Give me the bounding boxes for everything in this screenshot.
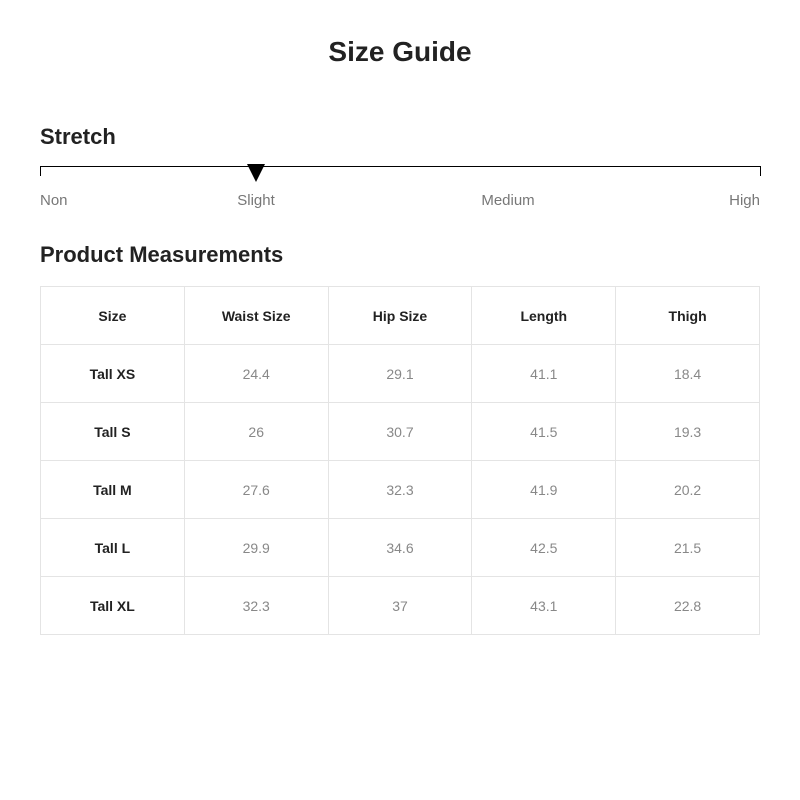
size-guide-page: Size Guide Stretch Non Slight Medium High P…: [0, 0, 800, 635]
stretch-heading: Stretch: [40, 124, 760, 150]
table-cell: 22.8: [616, 577, 760, 635]
slider-label: High: [729, 192, 760, 209]
table-cell: 30.7: [328, 403, 472, 461]
table-cell: 20.2: [616, 461, 760, 519]
table-cell: 41.1: [472, 345, 616, 403]
table-column-header: Size: [41, 287, 185, 345]
slider-pointer-icon: [247, 164, 265, 182]
slider-tick: [760, 166, 761, 176]
slider-label: Non: [40, 192, 68, 209]
table-row: Tall XS24.429.141.118.4: [41, 345, 760, 403]
slider-label: Medium: [481, 192, 534, 209]
table-row-header: Tall S: [41, 403, 185, 461]
table-body: Tall XS24.429.141.118.4Tall S2630.741.51…: [41, 345, 760, 635]
table-cell: 37: [328, 577, 472, 635]
slider-label: Slight: [237, 192, 275, 209]
table-cell: 18.4: [616, 345, 760, 403]
table-row-header: Tall L: [41, 519, 185, 577]
table-row-header: Tall XS: [41, 345, 185, 403]
table-row: Tall L29.934.642.521.5: [41, 519, 760, 577]
stretch-slider-track: [40, 166, 760, 186]
table-cell: 43.1: [472, 577, 616, 635]
page-title: Size Guide: [40, 36, 760, 68]
table-cell: 29.1: [328, 345, 472, 403]
table-cell: 21.5: [616, 519, 760, 577]
table-cell: 34.6: [328, 519, 472, 577]
stretch-slider-labels: Non Slight Medium High: [40, 192, 760, 214]
table-row-header: Tall XL: [41, 577, 185, 635]
table-cell: 27.6: [184, 461, 328, 519]
table-column-header: Thigh: [616, 287, 760, 345]
table-cell: 41.5: [472, 403, 616, 461]
table-cell: 32.3: [184, 577, 328, 635]
table-column-header: Length: [472, 287, 616, 345]
measurements-heading: Product Measurements: [40, 242, 760, 268]
table-header-row: SizeWaist SizeHip SizeLengthThigh: [41, 287, 760, 345]
measurements-table: SizeWaist SizeHip SizeLengthThigh Tall X…: [40, 286, 760, 635]
table-cell: 42.5: [472, 519, 616, 577]
table-row: Tall S2630.741.519.3: [41, 403, 760, 461]
table-cell: 19.3: [616, 403, 760, 461]
table-column-header: Hip Size: [328, 287, 472, 345]
table-cell: 41.9: [472, 461, 616, 519]
slider-tick: [40, 166, 41, 176]
table-cell: 32.3: [328, 461, 472, 519]
stretch-slider: Non Slight Medium High: [40, 166, 760, 214]
table-column-header: Waist Size: [184, 287, 328, 345]
table-row-header: Tall M: [41, 461, 185, 519]
table-cell: 26: [184, 403, 328, 461]
table-row: Tall M27.632.341.920.2: [41, 461, 760, 519]
table-row: Tall XL32.33743.122.8: [41, 577, 760, 635]
table-cell: 24.4: [184, 345, 328, 403]
table-cell: 29.9: [184, 519, 328, 577]
